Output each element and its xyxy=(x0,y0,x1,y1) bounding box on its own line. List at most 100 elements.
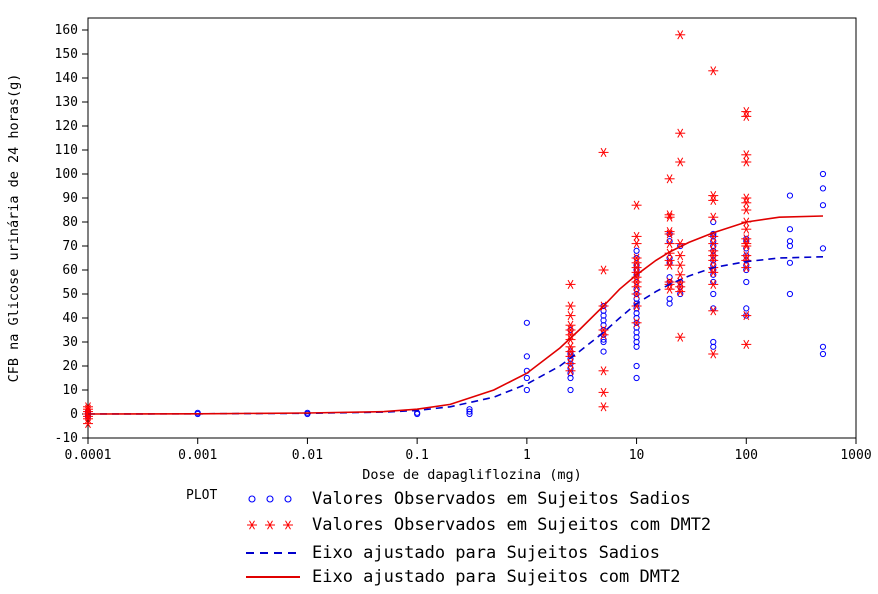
data-point-asterisk xyxy=(631,253,642,263)
data-point-asterisk xyxy=(598,387,609,397)
data-point-asterisk xyxy=(664,174,675,184)
data-point-asterisk xyxy=(631,258,642,268)
data-point-circle xyxy=(786,259,794,266)
fit-line-dashed xyxy=(87,256,824,415)
data-point-circle xyxy=(523,319,530,326)
y-tick-label: 80 xyxy=(62,215,78,230)
y-tick-label: 60 xyxy=(62,263,78,278)
data-point-asterisk xyxy=(708,349,719,359)
data-point-circle xyxy=(819,202,827,209)
data-point-circle xyxy=(600,338,607,346)
data-point-asterisk xyxy=(675,287,686,297)
legend-item-healthy-observed: Valores Observados em Sujeitos Sadios xyxy=(244,487,691,511)
series-layer xyxy=(83,30,827,429)
data-point-asterisk xyxy=(631,239,642,249)
data-point-asterisk xyxy=(741,263,752,273)
data-point-asterisk xyxy=(631,282,642,292)
data-point-asterisk xyxy=(565,335,576,345)
legend-item-dmt2-fit: Eixo ajustado para Sujeitos com DMT2 xyxy=(244,565,680,589)
series-3 xyxy=(87,215,824,415)
y-tick-label: 120 xyxy=(55,119,78,134)
data-point-circle xyxy=(194,409,201,416)
x-tick-label: 0.0001 xyxy=(65,448,112,463)
y-tick-label: 90 xyxy=(62,191,78,206)
data-point-circle xyxy=(819,350,827,358)
data-point-asterisk xyxy=(708,246,719,256)
legend-asterisk-marker xyxy=(247,520,293,530)
legend-label-dmt2-observed: Valores Observados em Sujeitos com DMT2 xyxy=(312,515,712,535)
data-point-asterisk xyxy=(708,66,719,76)
data-point-asterisk xyxy=(675,270,686,280)
data-point-asterisk xyxy=(741,234,752,244)
x-tick-label: 100 xyxy=(735,448,758,463)
data-point-asterisk xyxy=(741,107,752,117)
data-point-circle xyxy=(786,192,794,199)
data-point-asterisk xyxy=(741,224,752,234)
data-point-circle xyxy=(523,374,530,382)
data-point-asterisk xyxy=(741,311,752,321)
data-point-asterisk xyxy=(675,332,686,342)
y-tick-label: 110 xyxy=(55,143,78,158)
data-point-asterisk xyxy=(664,239,675,249)
legend: PLOT Valores Observados em Sujeitos Sadi… xyxy=(0,484,878,594)
legend-item-healthy-fit: Eixo ajustado para Sujeitos Sadios xyxy=(244,541,660,565)
data-point-asterisk xyxy=(598,402,609,412)
plot-area-border xyxy=(87,17,857,439)
data-point-asterisk xyxy=(565,366,576,376)
data-point-circle xyxy=(466,408,473,415)
data-point-circle xyxy=(710,218,717,226)
series-1 xyxy=(83,30,752,429)
chart-svg: 0.0001 0.001 0.01 0.1 1 10 100 1000-10010203040… xyxy=(6,17,872,483)
data-point-circle xyxy=(600,348,607,355)
data-point-asterisk xyxy=(664,255,675,265)
y-tick-label: 0 xyxy=(70,407,78,422)
x-tick-label: 1 xyxy=(523,448,531,463)
data-point-asterisk xyxy=(708,239,719,249)
data-point-asterisk xyxy=(741,198,752,208)
y-axis-title: CFB na Glicose urinária de 24 horas(g) xyxy=(6,74,22,383)
data-point-circle xyxy=(743,278,750,286)
legend-label-dmt2-fit: Eixo ajustado para Sujeitos com DMT2 xyxy=(312,567,681,587)
data-point-circle xyxy=(819,185,827,192)
legend-title: PLOT xyxy=(186,488,218,503)
axis-ticks: 0.0001 0.001 0.01 0.1 1 10 100 1000-10010203040… xyxy=(55,23,872,463)
data-point-asterisk xyxy=(631,263,642,273)
data-point-circle xyxy=(633,247,640,254)
data-point-circle xyxy=(523,386,530,394)
data-point-asterisk xyxy=(741,205,752,215)
legend-circle-marker xyxy=(248,495,292,503)
legend-item-dmt2-observed: Valores Observados em Sujeitos com DMT2 xyxy=(244,513,711,537)
data-point-asterisk xyxy=(675,251,686,261)
legend-dashed-line xyxy=(246,552,300,554)
legend-solid-line xyxy=(246,576,300,578)
data-point-circle xyxy=(466,406,473,413)
y-tick-label: 130 xyxy=(55,95,78,110)
data-point-asterisk xyxy=(741,251,752,261)
data-point-circle xyxy=(786,238,794,245)
data-point-asterisk xyxy=(741,111,752,121)
y-tick-label: 70 xyxy=(62,239,78,254)
series-2 xyxy=(87,256,824,415)
y-tick-label: 160 xyxy=(55,23,78,38)
plot-frame xyxy=(87,17,857,439)
x-tick-label: 10 xyxy=(629,448,645,463)
data-point-asterisk xyxy=(708,212,719,222)
x-tick-label: 1000 xyxy=(840,448,871,463)
data-point-circle xyxy=(523,353,530,360)
data-point-circle xyxy=(786,226,794,233)
x-axis-title: Dose de dapagliflozina (mg) xyxy=(362,467,581,483)
data-point-asterisk xyxy=(565,301,576,311)
y-tick-label: 30 xyxy=(62,335,78,350)
y-tick-label: 40 xyxy=(62,311,78,326)
y-tick-label: -10 xyxy=(55,431,78,446)
data-point-asterisk xyxy=(565,279,576,289)
data-point-asterisk xyxy=(664,210,675,220)
data-point-asterisk xyxy=(741,157,752,167)
data-point-asterisk xyxy=(565,320,576,330)
data-point-asterisk xyxy=(675,128,686,138)
x-tick-label: 0.1 xyxy=(405,448,428,463)
data-point-asterisk xyxy=(83,402,93,412)
data-point-circle xyxy=(819,245,827,252)
data-point-asterisk xyxy=(708,191,719,201)
y-tick-label: 140 xyxy=(55,71,78,86)
